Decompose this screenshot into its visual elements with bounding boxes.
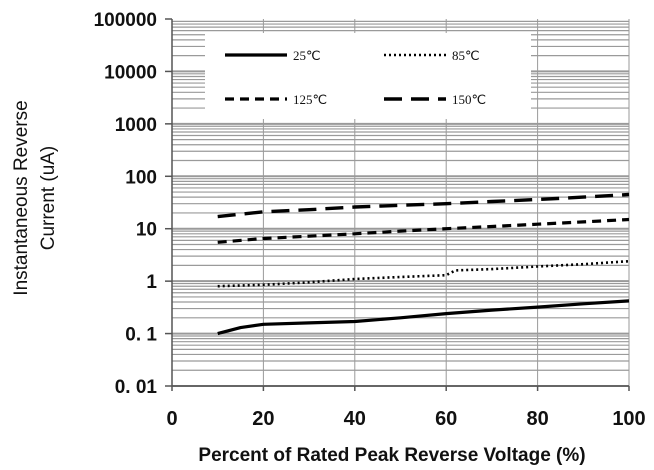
x-tick-label: 100 <box>612 408 645 430</box>
y-tick-label: 0. 1 <box>125 325 157 346</box>
axis-titles: Instantaneous Reverse Current (uA) Perce… <box>11 100 586 466</box>
x-tick-label: 20 <box>252 408 274 430</box>
y-axis-title-line-2: Current (uA) <box>38 146 59 251</box>
legend-box <box>205 33 531 119</box>
legend-label-1: 25℃ <box>293 48 321 63</box>
legend-label-4: 150℃ <box>452 92 486 107</box>
y-tick-label: 10000 <box>104 62 157 83</box>
x-tick-label: 40 <box>344 408 366 430</box>
y-tick-label: 1000 <box>115 115 157 136</box>
y-tick-label: 100000 <box>94 10 157 31</box>
y-tick-label: 0. 01 <box>115 377 158 398</box>
legend: 25℃ 85℃ 125℃ 150℃ <box>225 48 486 107</box>
axes-layer <box>171 19 629 387</box>
y-axis-title-line-1: Instantaneous Reverse <box>11 100 32 295</box>
series-line-4 <box>217 192 630 219</box>
x-axis-title: Percent of Rated Peak Reverse Voltage (%… <box>198 445 585 466</box>
series-line-3 <box>217 217 630 244</box>
x-tick-label: 80 <box>526 408 548 430</box>
y-tick-label: 10 <box>136 220 157 241</box>
series-layer <box>217 192 630 336</box>
y-tick-label: 100 <box>125 167 157 188</box>
x-tick-label: 0 <box>166 408 177 430</box>
ticks-layer: 100000 10000 1000 100 10 1 0. 1 0. 01 0 20 40 60 80 1… <box>94 10 646 430</box>
legend-label-3: 125℃ <box>293 92 327 107</box>
series-line-2 <box>217 259 630 288</box>
grid-layer <box>171 19 630 387</box>
y-tick-label: 1 <box>146 272 157 293</box>
series-line-1 <box>217 299 630 336</box>
x-tick-label: 60 <box>435 408 457 430</box>
legend-label-2: 85℃ <box>452 48 480 63</box>
